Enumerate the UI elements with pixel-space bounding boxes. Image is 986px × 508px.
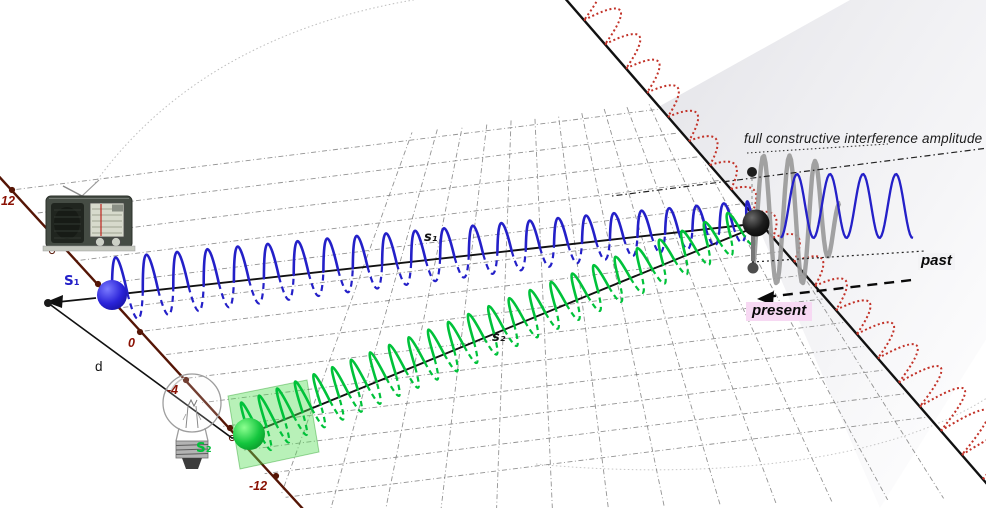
ray-s2: [248, 227, 754, 435]
axis-tick-point[interactable]: [8, 186, 16, 194]
source2-sphere[interactable]: [233, 418, 265, 450]
wavefront-arc-bottom: [535, 397, 986, 471]
amplitude-ref-line: [611, 147, 986, 197]
trough-marker-point[interactable]: [747, 262, 759, 274]
detection-point-group: [742, 167, 770, 274]
axis-tick-point[interactable]: [94, 280, 102, 288]
s1-wave-crests: [110, 200, 755, 297]
time-axis: [564, 0, 986, 485]
present-arrow-head: [757, 291, 774, 305]
axis-tick-0: 0: [128, 336, 135, 350]
past-label: past: [918, 252, 955, 270]
source1-sphere[interactable]: [97, 280, 127, 310]
radio-icon: [42, 179, 136, 252]
axis-tick-point[interactable]: [136, 328, 144, 336]
reference-lines: [611, 143, 986, 305]
peak-marker-point[interactable]: [747, 167, 757, 177]
geometry-lines: [44, 223, 754, 439]
source-waves: [110, 200, 757, 451]
detector-sphere[interactable]: [742, 209, 770, 237]
ground-grid: [8, 103, 986, 508]
present-arrow-line: [765, 278, 913, 299]
light-bulb-icon: [162, 373, 222, 469]
s1-wave-troughs: [126, 224, 748, 320]
axis-tick-point[interactable]: [182, 376, 190, 384]
axis-tick-neg12: -12: [249, 479, 268, 493]
source2-label: S₂: [196, 440, 212, 456]
s2-wave-troughs: [256, 227, 757, 451]
source1-label: S₁: [64, 273, 80, 289]
axis-tick-point[interactable]: [272, 472, 280, 480]
distance-endpoint[interactable]: [44, 299, 52, 307]
axis-tick-12: 12: [1, 194, 15, 208]
left-arrow-head: [46, 295, 63, 308]
time-wave-arches: [583, 0, 986, 480]
time-plane-panel: [660, 0, 986, 508]
transmitted-wave: [780, 172, 914, 240]
lower-ref-line: [751, 250, 926, 263]
sum-wave: [751, 153, 842, 286]
distance-label: d: [95, 359, 103, 374]
ray2-label: s₂: [492, 330, 506, 345]
wavefront-arc-top: [94, 0, 417, 184]
axis-tick-neg4: -4: [167, 383, 179, 397]
amplitude-note-label: full constructive interference amplitude: [744, 131, 983, 146]
present-label: present: [746, 302, 813, 321]
axis-tick-point[interactable]: [226, 424, 234, 432]
ray1-label: s₁: [424, 230, 438, 245]
left-arrow-line: [57, 297, 97, 303]
s2-wave-crests: [239, 211, 744, 436]
time-axis-wave: [583, 0, 986, 480]
